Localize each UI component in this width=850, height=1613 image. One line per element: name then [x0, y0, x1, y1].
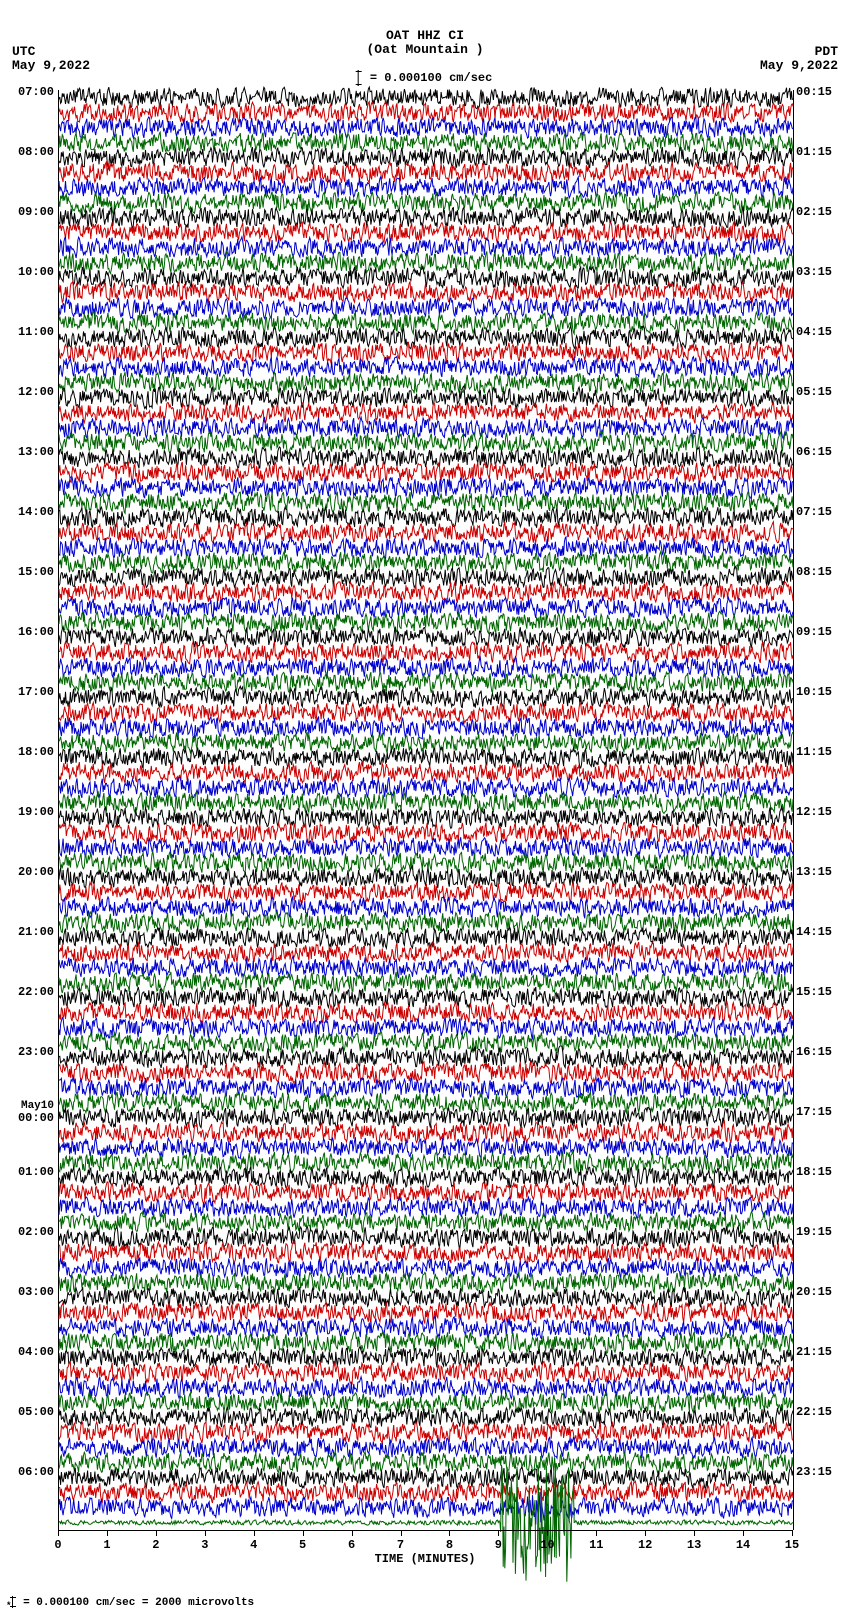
x-tick — [547, 1530, 548, 1536]
x-tick-label: 14 — [736, 1538, 750, 1552]
pdt-time-label: 04:15 — [796, 326, 844, 338]
x-tick — [303, 1530, 304, 1536]
pdt-time-label: 05:15 — [796, 386, 844, 398]
station-code: OAT HHZ CI — [386, 28, 464, 43]
utc-time-label: 01:00 — [6, 1166, 54, 1178]
x-axis-line — [58, 1530, 792, 1531]
seismogram-container: OAT HHZ CI (Oat Mountain ) = 0.000100 cm… — [0, 0, 850, 1613]
trace-row — [59, 1515, 793, 1530]
utc-time-label: 13:00 — [6, 446, 54, 458]
utc-time-label: 06:00 — [6, 1466, 54, 1478]
x-axis: TIME (MINUTES) 0123456789101112131415 — [58, 1530, 792, 1570]
footer-scale: * = 0.000100 cm/sec = 2000 microvolts — [6, 1596, 254, 1611]
pdt-time-label: 10:15 — [796, 686, 844, 698]
pdt-time-label: 07:15 — [796, 506, 844, 518]
x-tick — [596, 1530, 597, 1536]
pdt-time-label: 11:15 — [796, 746, 844, 758]
pdt-time-label: 01:15 — [796, 146, 844, 158]
pdt-time-label: 20:15 — [796, 1286, 844, 1298]
x-tick-label: 11 — [589, 1538, 603, 1552]
x-tick-label: 13 — [687, 1538, 701, 1552]
utc-time-label: 04:00 — [6, 1346, 54, 1358]
station-name: (Oat Mountain ) — [366, 42, 483, 57]
x-tick-label: 0 — [54, 1538, 61, 1552]
utc-time-label: 10:00 — [6, 266, 54, 278]
x-tick — [58, 1530, 59, 1536]
date-left: May 9,2022 — [12, 58, 90, 73]
x-axis-label: TIME (MINUTES) — [375, 1552, 476, 1566]
scale-bar-icon — [12, 1596, 13, 1608]
pdt-time-label: 22:15 — [796, 1406, 844, 1418]
x-tick-label: 6 — [348, 1538, 355, 1552]
pdt-time-label: 21:15 — [796, 1346, 844, 1358]
x-tick — [107, 1530, 108, 1536]
utc-time-label: 02:00 — [6, 1226, 54, 1238]
utc-time-label: 09:00 — [6, 206, 54, 218]
utc-time-label: 03:00 — [6, 1286, 54, 1298]
x-tick-label: 15 — [785, 1538, 799, 1552]
pdt-time-label: 18:15 — [796, 1166, 844, 1178]
x-tick — [401, 1530, 402, 1536]
pdt-time-label: 06:15 — [796, 446, 844, 458]
x-tick — [792, 1530, 793, 1536]
utc-time-label: 08:00 — [6, 146, 54, 158]
utc-time-label: 05:00 — [6, 1406, 54, 1418]
pdt-time-label: 16:15 — [796, 1046, 844, 1058]
utc-time-label: 12:00 — [6, 386, 54, 398]
utc-time-label: 17:00 — [6, 686, 54, 698]
utc-time-label: 11:00 — [6, 326, 54, 338]
x-tick-label: 5 — [299, 1538, 306, 1552]
pdt-time-label: 00:15 — [796, 86, 844, 98]
pdt-time-label: 08:15 — [796, 566, 844, 578]
x-tick-label: 1 — [103, 1538, 110, 1552]
utc-time-label: 19:00 — [6, 806, 54, 818]
pdt-time-label: 09:15 — [796, 626, 844, 638]
x-tick — [352, 1530, 353, 1536]
x-tick-label: 3 — [201, 1538, 208, 1552]
timezone-right: PDT — [815, 44, 838, 59]
plot-area — [58, 90, 794, 1530]
x-tick — [743, 1530, 744, 1536]
pdt-time-label: 02:15 — [796, 206, 844, 218]
timezone-left: UTC — [12, 44, 35, 59]
utc-time-label: 07:00 — [6, 86, 54, 98]
x-tick-label: 12 — [638, 1538, 652, 1552]
date-right: May 9,2022 — [760, 58, 838, 73]
utc-time-label: 14:00 — [6, 506, 54, 518]
pdt-time-label: 13:15 — [796, 866, 844, 878]
x-tick-label: 8 — [446, 1538, 453, 1552]
x-tick-label: 9 — [495, 1538, 502, 1552]
utc-time-label: 16:00 — [6, 626, 54, 638]
x-tick-label: 7 — [397, 1538, 404, 1552]
utc-time-label: 22:00 — [6, 986, 54, 998]
utc-time-label: May1000:00 — [6, 1100, 54, 1124]
utc-time-label: 15:00 — [6, 566, 54, 578]
x-tick — [645, 1530, 646, 1536]
pdt-time-label: 15:15 — [796, 986, 844, 998]
x-tick — [254, 1530, 255, 1536]
utc-time-label: 20:00 — [6, 866, 54, 878]
pdt-time-label: 12:15 — [796, 806, 844, 818]
pdt-time-label: 03:15 — [796, 266, 844, 278]
utc-time-label: 21:00 — [6, 926, 54, 938]
x-tick — [449, 1530, 450, 1536]
pdt-time-label: 19:15 — [796, 1226, 844, 1238]
x-tick-label: 2 — [152, 1538, 159, 1552]
pdt-time-label: 14:15 — [796, 926, 844, 938]
x-tick — [205, 1530, 206, 1536]
pdt-time-label: 23:15 — [796, 1466, 844, 1478]
x-tick — [156, 1530, 157, 1536]
utc-time-label: 18:00 — [6, 746, 54, 758]
x-tick — [694, 1530, 695, 1536]
header: OAT HHZ CI (Oat Mountain ) = 0.000100 cm… — [0, 0, 850, 90]
footer-text: = 0.000100 cm/sec = 2000 microvolts — [23, 1597, 254, 1609]
pdt-time-label: 17:15 — [796, 1106, 844, 1118]
x-tick-label: 4 — [250, 1538, 257, 1552]
utc-time-label: 23:00 — [6, 1046, 54, 1058]
x-tick — [498, 1530, 499, 1536]
x-tick-label: 10 — [540, 1538, 554, 1552]
